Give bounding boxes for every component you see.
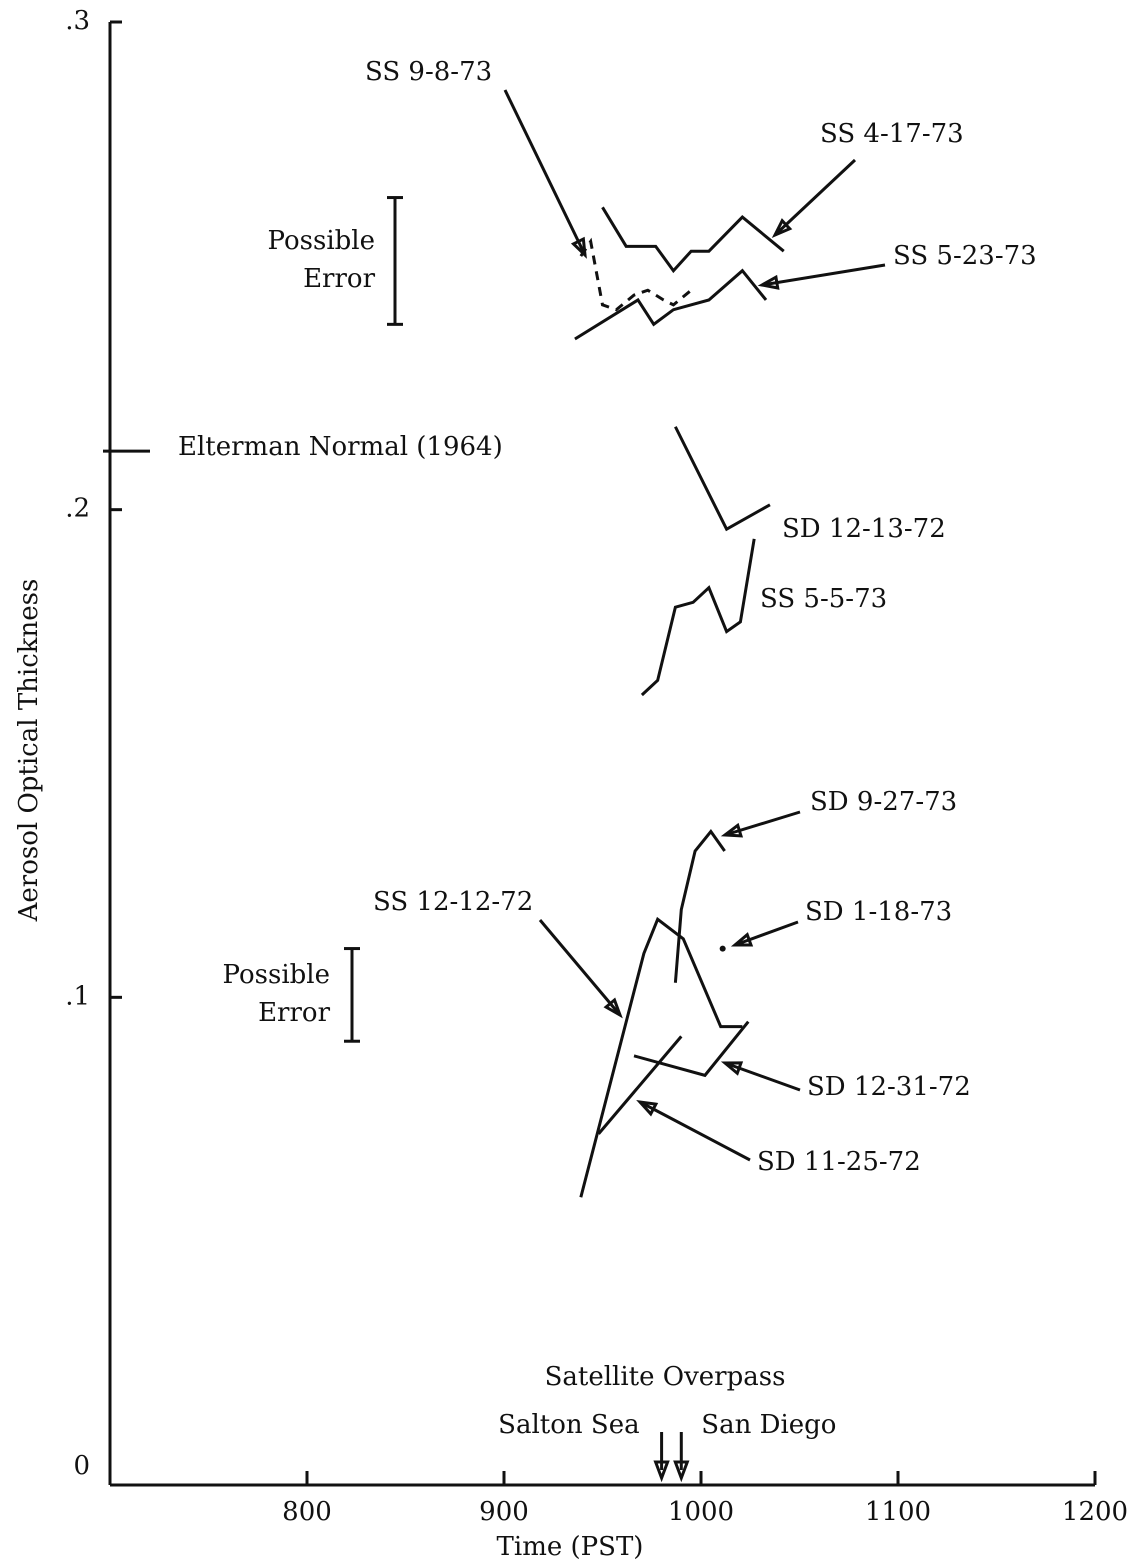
series-line — [673, 829, 726, 983]
y-tick-label: .2 — [65, 494, 90, 524]
series-label: SS 4-17-73 — [820, 119, 964, 149]
overpass-label: San Diego — [701, 1410, 836, 1440]
series-line — [579, 237, 693, 312]
series-label: SS 5-23-73 — [893, 241, 1037, 271]
arrow-head — [673, 1460, 690, 1483]
x-tick-label: 800 — [282, 1497, 332, 1527]
series-label: SD 12-13-72 — [782, 514, 946, 544]
arrow-head — [636, 1099, 659, 1117]
series-label: SS 12-12-72 — [373, 887, 533, 917]
series-label: SS 5-5-73 — [760, 584, 887, 614]
arrow-shaft — [639, 1100, 751, 1162]
arrow-head — [720, 1061, 744, 1076]
arrow-shaft — [773, 158, 857, 237]
arrow-shaft — [724, 1061, 801, 1092]
arrow-head — [603, 997, 623, 1019]
series-label: SD 11-25-72 — [757, 1147, 921, 1177]
series-label: SD 9-27-73 — [810, 787, 957, 817]
arrow-shaft — [503, 89, 587, 256]
x-axis-label: Time (PST) — [497, 1532, 644, 1562]
arrow-shaft — [761, 263, 886, 287]
overpass-label: Salton Sea — [498, 1410, 639, 1440]
error-label: Possible — [223, 960, 330, 990]
series-label: SD 12-31-72 — [807, 1072, 971, 1102]
arrow-head — [720, 822, 744, 838]
series-line — [601, 206, 785, 274]
error-label: Error — [303, 264, 375, 294]
error-label: Possible — [268, 226, 375, 256]
arrow-head — [570, 236, 587, 259]
series-line — [597, 1035, 683, 1135]
reference-label: Elterman Normal (1964) — [178, 432, 503, 462]
arrow-head — [730, 932, 754, 947]
series-line — [579, 916, 743, 1198]
error-label: Error — [258, 998, 330, 1028]
series-label: SS 9-8-73 — [365, 57, 492, 87]
arrow-shaft — [724, 810, 801, 837]
y-tick-label: .3 — [65, 6, 90, 36]
arrow-head — [771, 218, 793, 238]
overpass-title: Satellite Overpass — [545, 1362, 786, 1392]
y-tick-label: .1 — [65, 981, 90, 1011]
y-tick-label: 0 — [73, 1451, 90, 1481]
arrow-head — [653, 1460, 670, 1483]
series-line — [640, 538, 756, 697]
series-label: SD 1-18-73 — [805, 897, 952, 927]
x-tick-label: 1000 — [668, 1497, 734, 1527]
data-point — [719, 945, 726, 952]
x-tick-label: 1100 — [865, 1497, 931, 1527]
x-tick-label: 900 — [479, 1497, 529, 1527]
arrow-shaft — [734, 920, 799, 947]
series-line — [574, 268, 768, 341]
x-tick-label: 1200 — [1062, 1497, 1128, 1527]
arrow-head — [757, 274, 780, 290]
y-axis-label: Aerosol Optical Thickness — [14, 579, 44, 923]
series-line — [674, 426, 771, 532]
arrow-shaft — [538, 919, 622, 1016]
